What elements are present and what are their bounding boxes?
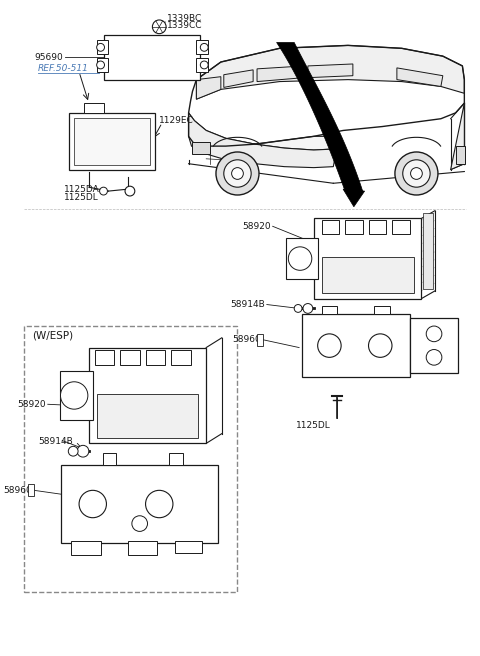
Bar (196, 41, 208, 54)
Bar (96, 41, 108, 54)
Polygon shape (196, 77, 221, 99)
Circle shape (224, 160, 251, 187)
Bar (95, 350, 114, 365)
Circle shape (410, 168, 422, 179)
Text: 58920: 58920 (17, 400, 46, 409)
Polygon shape (224, 70, 253, 87)
Polygon shape (276, 43, 363, 191)
Polygon shape (189, 113, 335, 168)
Bar (169, 453, 183, 465)
Bar (322, 306, 337, 314)
Bar (61, 465, 218, 543)
Bar (302, 314, 409, 377)
Text: 1125DA: 1125DA (64, 184, 100, 194)
Text: 58920: 58920 (242, 222, 271, 231)
Circle shape (99, 187, 108, 195)
Bar (192, 142, 210, 154)
Text: 58960: 58960 (232, 335, 261, 344)
Circle shape (145, 490, 173, 518)
Bar (96, 58, 108, 72)
Bar (423, 213, 433, 289)
Bar (120, 350, 140, 365)
Bar (345, 220, 363, 234)
Polygon shape (257, 66, 304, 81)
Text: 1339BC: 1339BC (167, 14, 203, 22)
Text: 1129EC: 1129EC (159, 116, 194, 125)
Bar (287, 238, 318, 279)
Bar (74, 118, 150, 165)
Circle shape (132, 516, 147, 531)
Text: 58960: 58960 (3, 486, 32, 495)
Circle shape (232, 168, 243, 179)
Bar (171, 350, 191, 365)
Bar (69, 113, 156, 170)
Text: 1339CC: 1339CC (167, 22, 203, 30)
Text: 1125DL: 1125DL (296, 421, 331, 430)
Polygon shape (308, 64, 353, 77)
Bar (196, 58, 208, 72)
Circle shape (200, 61, 208, 69)
Circle shape (426, 350, 442, 365)
Polygon shape (451, 103, 464, 170)
Circle shape (294, 304, 302, 312)
Text: REF.50-511: REF.50-511 (38, 64, 89, 73)
Circle shape (403, 160, 430, 187)
Circle shape (79, 490, 107, 518)
Circle shape (60, 382, 88, 409)
Bar (322, 256, 413, 293)
Circle shape (216, 152, 259, 195)
Bar (369, 220, 386, 234)
Bar (409, 318, 458, 373)
Circle shape (68, 446, 78, 456)
Circle shape (77, 445, 89, 457)
Bar (71, 541, 101, 555)
Bar (128, 541, 157, 555)
Polygon shape (196, 45, 464, 99)
Circle shape (96, 43, 105, 51)
Bar (145, 350, 165, 365)
Text: 95690: 95690 (35, 52, 63, 62)
Polygon shape (189, 113, 333, 150)
Bar (456, 146, 465, 164)
Circle shape (153, 20, 166, 33)
Polygon shape (397, 68, 443, 87)
Circle shape (200, 43, 208, 51)
Text: 58914B: 58914B (38, 437, 73, 446)
Polygon shape (343, 189, 365, 207)
Circle shape (303, 304, 313, 314)
Circle shape (125, 186, 135, 196)
Bar (314, 218, 421, 298)
Circle shape (426, 326, 442, 342)
Bar (175, 541, 202, 553)
Bar (28, 485, 34, 496)
Circle shape (288, 247, 312, 270)
Text: 1125DL: 1125DL (64, 194, 99, 203)
Bar (60, 371, 93, 420)
Bar (84, 103, 104, 113)
Bar (24, 326, 238, 592)
Bar (392, 220, 409, 234)
Circle shape (318, 334, 341, 358)
Bar (103, 453, 116, 465)
Bar (105, 35, 200, 79)
Text: (W/ESP): (W/ESP) (32, 331, 73, 341)
Bar (89, 348, 206, 443)
Bar (257, 334, 263, 346)
Bar (96, 394, 198, 438)
Circle shape (395, 152, 438, 195)
Text: 58914B: 58914B (230, 300, 265, 309)
Circle shape (96, 61, 105, 69)
Bar (322, 220, 339, 234)
Circle shape (369, 334, 392, 358)
Bar (374, 306, 390, 314)
